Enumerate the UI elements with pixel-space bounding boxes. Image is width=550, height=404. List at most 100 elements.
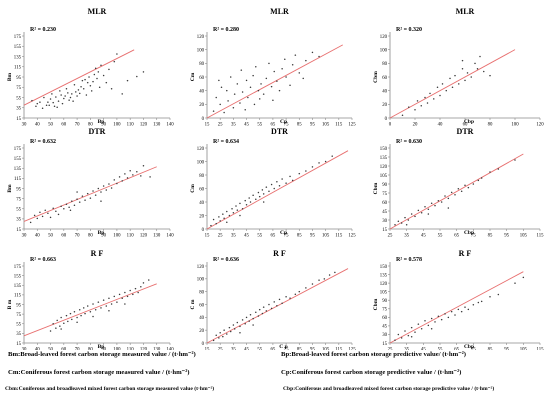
scatter-panel-7: R F 15 35 55 75 95 115 135 155 175 30 40 50 60 70 80 90 1… xyxy=(7,249,174,350)
data-point xyxy=(400,222,403,224)
data-point xyxy=(461,59,464,62)
data-point xyxy=(76,321,78,324)
y-tick-label: 95 xyxy=(16,187,21,192)
data-point xyxy=(407,334,410,337)
data-point xyxy=(56,106,58,108)
data-point xyxy=(226,333,228,335)
data-point xyxy=(134,287,137,290)
data-point xyxy=(105,305,108,307)
data-point xyxy=(65,314,68,317)
data-point xyxy=(405,224,408,226)
data-point xyxy=(55,96,57,98)
data-point xyxy=(255,198,257,201)
x-tick-label: 85 xyxy=(297,123,302,128)
x-tick-label: 45 xyxy=(421,348,426,351)
data-point xyxy=(464,184,466,186)
r-squared-label: R² = 0.230 xyxy=(30,27,56,33)
data-point xyxy=(467,308,470,311)
data-point xyxy=(63,208,65,210)
data-point xyxy=(427,324,430,327)
x-tick-label: 80 xyxy=(88,348,93,351)
data-point xyxy=(68,99,70,101)
y-tick-label: 60 xyxy=(382,76,387,81)
data-point xyxy=(232,324,235,326)
data-point xyxy=(233,328,236,330)
data-point xyxy=(305,59,307,62)
data-point xyxy=(43,96,45,99)
y-tick-label: 20 xyxy=(382,103,387,108)
y-axis-label: C m xyxy=(190,299,196,309)
y-tick-label: 120 xyxy=(380,35,388,40)
data-point xyxy=(273,70,275,73)
x-tick-label: 95 xyxy=(310,123,315,128)
data-point xyxy=(262,93,265,95)
y-tick-label: 135 xyxy=(14,284,22,289)
data-point xyxy=(240,69,243,71)
data-point xyxy=(281,68,283,70)
y-tick-label: 35 xyxy=(16,218,21,223)
data-point xyxy=(116,53,118,55)
y-axis-label: Cbm xyxy=(373,182,379,194)
x-tick-label: 115 xyxy=(536,234,544,239)
y-tick-label: 135 xyxy=(380,156,388,161)
data-point xyxy=(305,170,307,172)
x-tick-label: 100 xyxy=(113,348,121,351)
data-point xyxy=(222,213,224,215)
data-point xyxy=(239,202,241,205)
x-tick-label: 140 xyxy=(166,348,174,351)
data-point xyxy=(102,74,105,77)
data-point xyxy=(215,96,217,99)
y-axis-label: Bm xyxy=(7,72,13,81)
data-point xyxy=(244,109,246,111)
data-point xyxy=(100,200,102,202)
data-point xyxy=(229,330,232,333)
data-point xyxy=(93,73,96,76)
x-tick-label: 65 xyxy=(454,348,459,351)
y-tick-label: 55 xyxy=(16,208,21,213)
x-axis-label: Cp xyxy=(280,119,287,125)
data-point xyxy=(268,190,270,192)
x-tick-label: 120 xyxy=(536,123,544,128)
data-point xyxy=(47,101,49,103)
x-tick-label: 95 xyxy=(310,348,315,351)
y-tick-label: 120 xyxy=(380,282,388,287)
data-point xyxy=(414,109,416,111)
x-tick-label: 0 xyxy=(389,123,392,128)
footnote-cm: Cm:Coniferous forest carbon storage meas… xyxy=(8,369,190,376)
data-point xyxy=(48,104,50,106)
x-tick-label: 105 xyxy=(322,234,330,239)
x-tick-label: 100 xyxy=(113,234,121,239)
data-point xyxy=(426,102,429,104)
panel-title: MLR xyxy=(456,7,475,16)
data-point xyxy=(89,84,92,87)
x-tick-label: 55 xyxy=(257,348,262,351)
y-tick-label: 15 xyxy=(382,228,387,233)
x-tick-label: 80 xyxy=(88,123,93,128)
x-tick-label: 25 xyxy=(388,234,393,239)
x-tick-label: 60 xyxy=(463,123,468,128)
data-point xyxy=(113,60,116,63)
data-point xyxy=(227,100,229,102)
data-point xyxy=(71,200,73,202)
fit-line xyxy=(23,283,157,337)
x-tick-label: 120 xyxy=(140,123,148,128)
data-point xyxy=(436,86,439,88)
x-axis-label: Bp xyxy=(98,344,105,350)
data-point xyxy=(276,305,278,307)
data-point xyxy=(84,78,86,81)
data-point xyxy=(59,90,61,92)
x-tick-label: 50 xyxy=(48,123,53,128)
data-point xyxy=(244,199,246,202)
x-tick-label: 105 xyxy=(520,234,528,239)
data-point xyxy=(447,316,450,319)
x-tick-label: 115 xyxy=(335,123,343,128)
data-point xyxy=(265,77,268,80)
data-point xyxy=(102,299,105,301)
r-squared-label: R² = 0.663 xyxy=(30,257,56,263)
data-point xyxy=(82,307,85,309)
data-point xyxy=(124,303,126,305)
data-point xyxy=(132,174,134,176)
data-point xyxy=(226,221,228,223)
x-tick-label: 95 xyxy=(504,234,509,239)
data-point xyxy=(219,103,221,106)
